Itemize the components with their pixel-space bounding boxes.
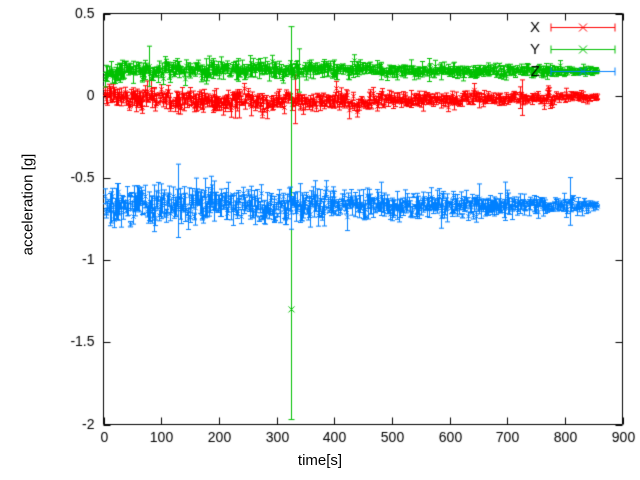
- x-axis-label: time[s]: [297, 452, 343, 469]
- y-axis-label: acceleration [g]: [19, 153, 37, 256]
